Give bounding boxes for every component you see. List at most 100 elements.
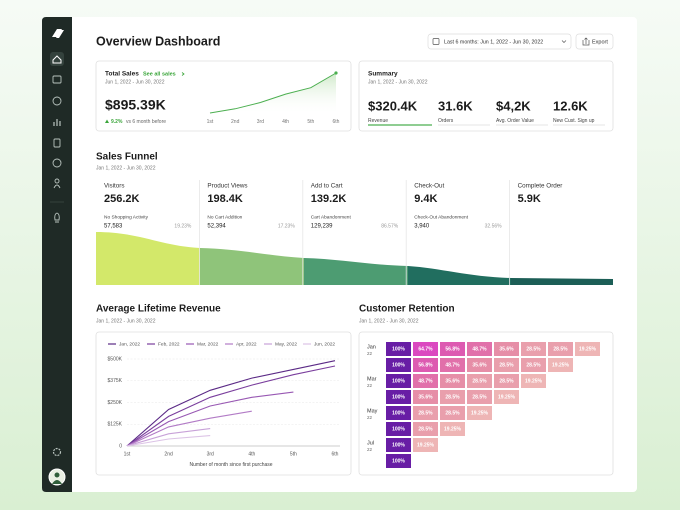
retention-cell-label: 35.6% <box>445 379 460 385</box>
settings-icon[interactable] <box>52 447 62 457</box>
retention-cell-label: 28.5% <box>445 395 460 401</box>
retention-cell <box>575 342 600 356</box>
stage-name: Check-Out <box>414 183 444 190</box>
x-tick-label: 2nd <box>164 451 173 457</box>
sidebar <box>42 17 72 492</box>
retention-cell <box>440 422 465 436</box>
retention-cell-label: 56.8% <box>418 363 433 369</box>
retention-cell <box>386 406 411 420</box>
retention-cell-label: 64.7% <box>418 347 433 353</box>
stage-name: Product Views <box>207 183 247 190</box>
sparkline-x-label: 2nd <box>231 119 240 125</box>
date-range-button[interactable] <box>427 33 572 50</box>
y-tick-label: $375K <box>108 378 123 384</box>
retention-cell <box>494 390 519 404</box>
retention-cell <box>386 438 411 452</box>
stage-value: 139.2K <box>311 193 347 205</box>
retention-cell <box>440 374 465 388</box>
sparkline-x-label: 1st <box>207 119 214 125</box>
retention-cell-label: 19.25% <box>579 347 597 353</box>
sparkline-x-label: 6th <box>333 119 340 125</box>
retention-cell <box>413 422 438 436</box>
retention-cell <box>413 342 438 356</box>
y-tick-label: $125K <box>108 422 123 428</box>
retention-cell-label: 35.6% <box>418 395 433 401</box>
retention-cell-label: 28.5% <box>526 363 541 369</box>
retention-cell <box>467 406 492 420</box>
retention-cell-label: 19.25% <box>417 443 435 449</box>
retention-cell-label: 100% <box>392 443 405 449</box>
legend-label: Jan, 2022 <box>119 341 140 347</box>
row-label-month: Mar <box>367 376 377 382</box>
stage-value: 256.2K <box>104 193 140 205</box>
chevron-down <box>561 40 567 43</box>
logo[interactable] <box>52 29 64 38</box>
y-tick-label: 0 <box>119 443 122 449</box>
retention-cell-label: 35.6% <box>472 363 487 369</box>
retention-cell <box>440 358 465 372</box>
retention-cell-label: 19.25% <box>552 363 570 369</box>
chart-icon[interactable] <box>53 119 61 126</box>
export-label[interactable]: Export <box>592 39 608 45</box>
legend-label: Feb, 2022 <box>158 341 180 347</box>
retention-cell-label: 48.7% <box>445 363 460 369</box>
retention-cell-label: 28.5% <box>526 347 541 353</box>
total-sales-value: $895.39K <box>105 97 166 113</box>
home-icon[interactable] <box>52 55 62 64</box>
drop-count: 3,940 <box>414 224 430 230</box>
legend-label: Apr, 2022 <box>236 341 257 347</box>
retention-cell <box>386 422 411 436</box>
x-tick-label: 1st <box>124 451 131 457</box>
up-arrow <box>105 119 109 123</box>
money-icon[interactable] <box>52 158 62 168</box>
retention-cell <box>386 390 411 404</box>
retention-cell <box>467 358 492 372</box>
change-note: vs 6 month before <box>126 119 166 125</box>
metric-label: Orders <box>438 118 454 124</box>
card-date: Jun 1, 2022 - Jun 30, 2022 <box>105 79 165 85</box>
funnel-shape <box>304 258 408 285</box>
drop-count: 129,239 <box>311 224 333 230</box>
summary-card <box>358 60 614 132</box>
inbox-icon[interactable] <box>52 75 62 84</box>
funnel-shape <box>511 278 613 285</box>
row-label-month: Jul <box>367 440 374 446</box>
stage-value: 5.9K <box>518 193 541 205</box>
retention-cell-label: 35.6% <box>499 347 514 353</box>
doc-icon[interactable] <box>53 138 61 148</box>
retention-cell-label: 28.5% <box>499 363 514 369</box>
card-date: Jan 1, 2022 - Jun 30, 2022 <box>368 79 428 85</box>
retention-cell <box>467 390 492 404</box>
stage-value: 9.4K <box>414 193 437 205</box>
date-range-label[interactable]: Last 6 months: Jun 1, 2022 - Jun 30, 202… <box>444 39 543 45</box>
see-all-link[interactable]: See all sales <box>143 71 176 77</box>
stage-name: Complete Order <box>518 183 563 190</box>
metric-value: $320.4K <box>368 98 418 113</box>
calendar-icon <box>432 38 440 45</box>
row-label-year: 22 <box>367 415 373 420</box>
retention-cell-label: 28.5% <box>445 411 460 417</box>
avatar-figure <box>52 472 62 484</box>
drop-pct: 17.23% <box>278 223 296 229</box>
stage-name: Add to Cart <box>311 183 343 190</box>
funnel-shape <box>96 232 200 285</box>
link-chevron[interactable] <box>181 72 185 76</box>
metric-value: 12.6K <box>553 98 588 113</box>
sparkline-x-label: 3rd <box>257 119 264 125</box>
retention-cell <box>467 374 492 388</box>
drop-label: Cart Abandonment <box>311 214 352 220</box>
sparkline-area <box>210 73 336 115</box>
retention-cell-label: 48.7% <box>418 379 433 385</box>
retention-cell <box>413 390 438 404</box>
legend-label: Mar, 2022 <box>197 341 219 347</box>
retention-cell <box>386 342 411 356</box>
retention-cell-label: 100% <box>392 379 405 385</box>
user-icon[interactable] <box>53 178 61 189</box>
retention-cell <box>548 358 573 372</box>
section-title: Customer Retention <box>359 304 455 315</box>
pie-icon[interactable] <box>52 96 62 106</box>
sparkline-x-label: 5th <box>307 119 314 125</box>
idea-icon[interactable] <box>54 212 60 223</box>
metric-value: $4,2K <box>496 98 531 113</box>
